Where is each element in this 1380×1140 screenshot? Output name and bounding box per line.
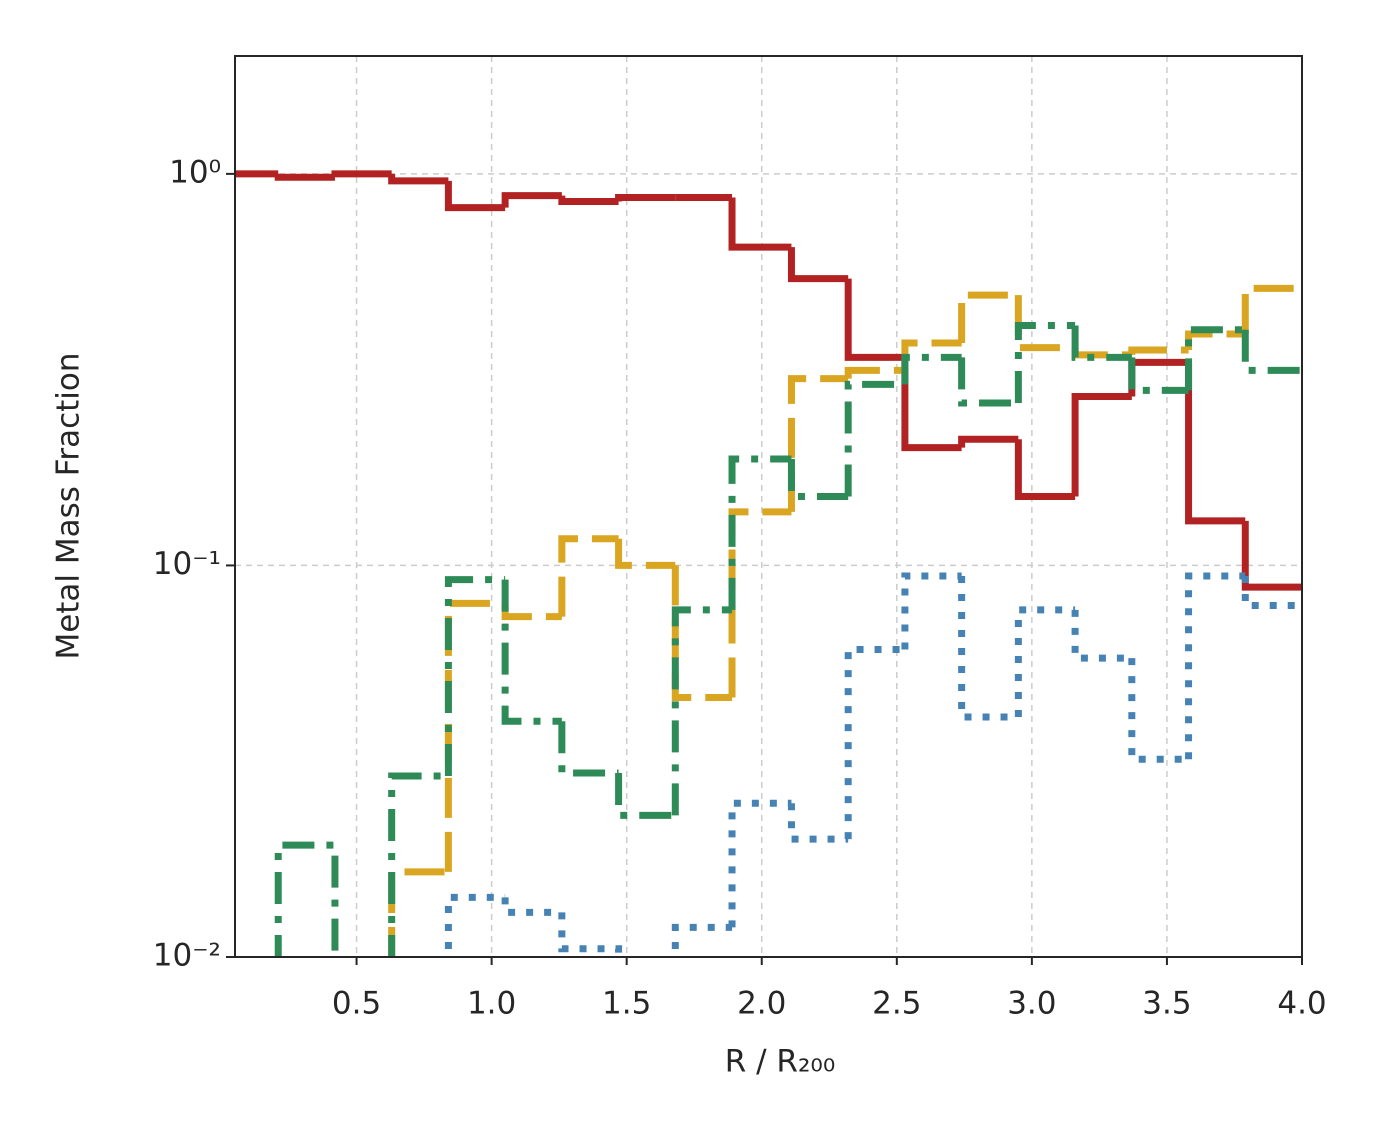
step-line xyxy=(671,565,733,701)
x-tick-label: 2.0 xyxy=(737,986,786,1022)
step-line xyxy=(501,603,562,621)
step-line xyxy=(615,538,676,569)
step-line xyxy=(1014,295,1076,352)
step-line xyxy=(1071,609,1132,662)
step-line xyxy=(901,353,962,385)
step-line xyxy=(558,195,619,206)
step-line xyxy=(1241,575,1302,610)
step-line xyxy=(1185,362,1246,525)
step-line xyxy=(501,192,562,208)
step-line xyxy=(388,868,449,957)
step-line xyxy=(671,606,733,816)
x-tick-label: 2.5 xyxy=(872,986,921,1022)
step-line xyxy=(958,357,1019,407)
step-line xyxy=(274,173,335,181)
step-line xyxy=(558,912,623,957)
step-line xyxy=(1071,325,1132,361)
step-line xyxy=(844,366,905,379)
step-line xyxy=(787,458,849,500)
step-line xyxy=(1241,329,1302,374)
step-line xyxy=(1128,658,1189,763)
step-line xyxy=(444,599,506,872)
step-line xyxy=(1014,321,1076,403)
step-line xyxy=(444,180,506,212)
step-line xyxy=(958,435,1019,448)
step-line xyxy=(728,799,792,928)
step-line xyxy=(901,572,962,650)
step-line xyxy=(1071,393,1132,497)
step-line xyxy=(1241,284,1302,334)
x-tick-label: 1.5 xyxy=(602,986,651,1022)
step-line xyxy=(844,380,905,497)
step-line xyxy=(958,291,1019,343)
step-line xyxy=(958,575,1019,721)
step-line xyxy=(1128,346,1189,355)
step-line xyxy=(844,278,905,361)
axes-frame xyxy=(234,55,1303,958)
step-line xyxy=(1071,347,1132,359)
step-line xyxy=(558,535,619,617)
step-line xyxy=(331,170,392,178)
step-line xyxy=(787,375,849,512)
y-tick-label: 10⁻¹ xyxy=(153,546,221,582)
step-line xyxy=(444,576,506,776)
step-line xyxy=(1128,357,1189,394)
plot-area xyxy=(235,170,1302,957)
step-line xyxy=(388,772,449,957)
step-line xyxy=(501,897,562,916)
step-line xyxy=(615,194,676,202)
step-line xyxy=(388,173,449,185)
step-line xyxy=(444,893,506,957)
step-line xyxy=(671,923,733,957)
step-line xyxy=(1185,330,1246,350)
step-line xyxy=(787,247,849,283)
y-tick-label: 10⁰ xyxy=(169,154,221,190)
y-tick-label: 10⁻² xyxy=(153,938,221,974)
step-line xyxy=(615,773,676,819)
step-line xyxy=(1241,520,1302,591)
step-line xyxy=(274,841,339,957)
step-line xyxy=(1014,439,1076,500)
step-line xyxy=(728,508,792,698)
step-line xyxy=(1014,606,1076,718)
y-axis-label: Metal Mass Fraction xyxy=(51,352,87,659)
x-axis-label: R / R₂₀₀ xyxy=(725,1044,836,1080)
x-tick-label: 3.5 xyxy=(1142,986,1191,1022)
step-line xyxy=(1185,326,1246,391)
step-line xyxy=(501,579,562,725)
x-tick-label: 0.5 xyxy=(332,986,381,1022)
step-line xyxy=(787,803,849,843)
step-line xyxy=(901,357,962,452)
x-tick-label: 1.0 xyxy=(467,986,516,1022)
step-line xyxy=(1185,572,1246,760)
step-line xyxy=(728,455,792,610)
x-tick-label: 3.0 xyxy=(1007,986,1056,1022)
step-line xyxy=(558,721,619,777)
x-tick-label: 4.0 xyxy=(1277,986,1326,1022)
step-line xyxy=(728,197,792,251)
